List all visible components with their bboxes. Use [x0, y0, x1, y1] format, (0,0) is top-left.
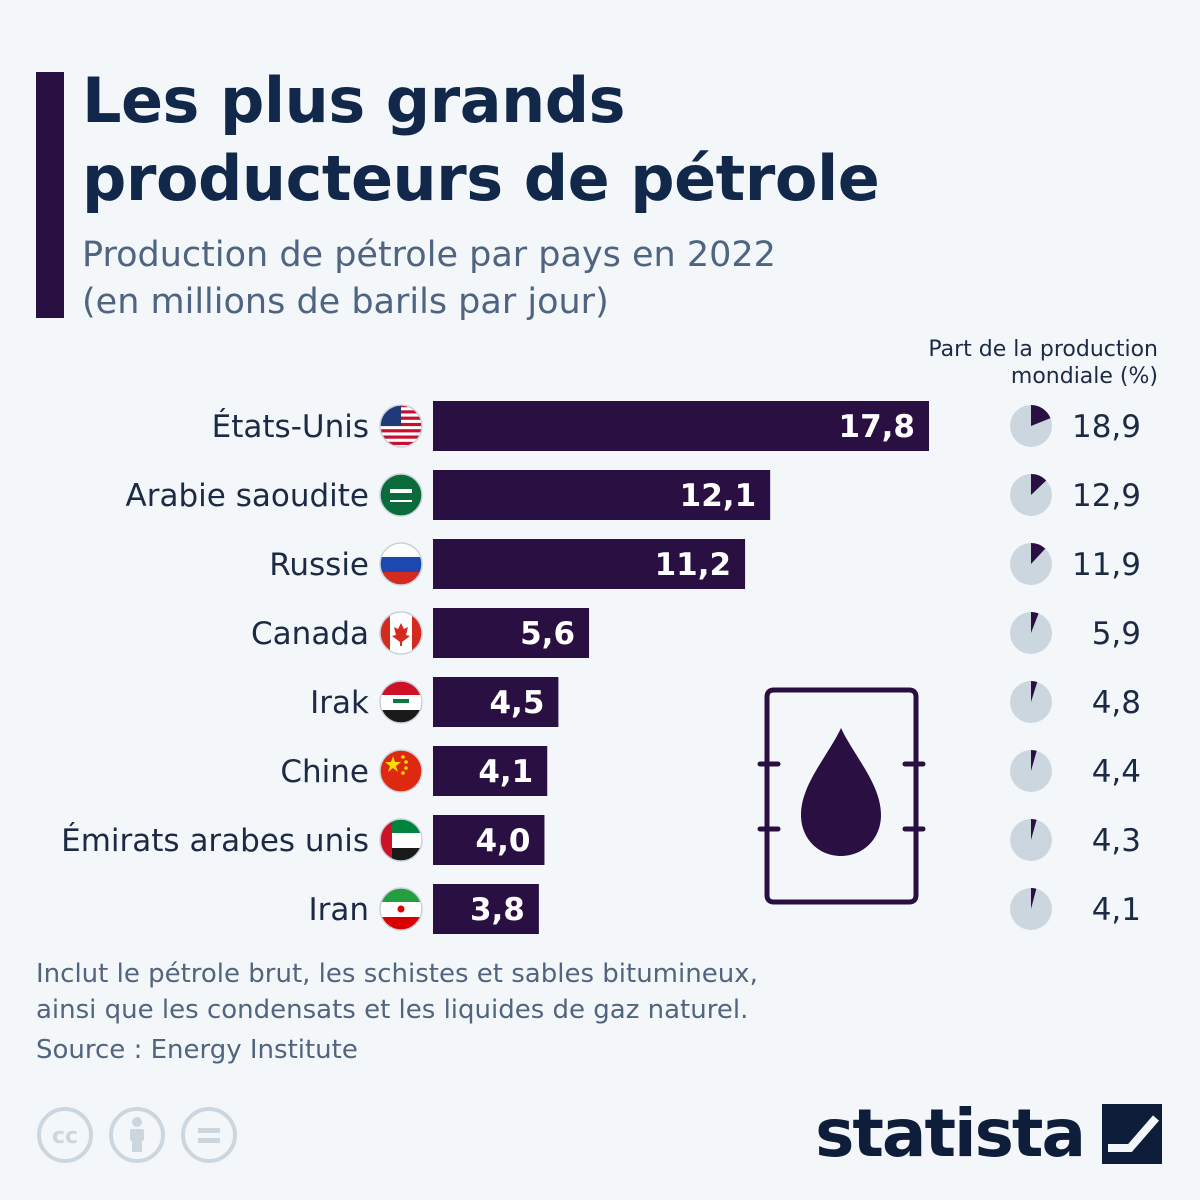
bar-value-label: 3,8 — [470, 892, 525, 928]
footnote: Inclut le pétrole brut, les schistes et … — [36, 956, 758, 1028]
chart-subtitle: Production de pétrole par pays en 2022 (… — [82, 232, 776, 326]
bar-chart: États-Unis 17,8 18,9 Arabie saoudite 12,1 12,… — [61, 401, 1141, 934]
bar — [433, 746, 548, 796]
share-pie-slice — [1031, 819, 1037, 840]
flag-border — [379, 887, 423, 931]
bar-value-label: 11,2 — [655, 547, 732, 583]
flag-russia-icon — [380, 543, 422, 585]
category-label: Russie — [269, 547, 369, 583]
flag-border — [379, 818, 423, 862]
share-pie-slice — [1031, 681, 1038, 702]
flag-border — [379, 749, 423, 793]
bar — [433, 815, 545, 865]
share-value-label: 12,9 — [1072, 478, 1141, 514]
attribution-icon[interactable] — [108, 1106, 166, 1164]
share-value-label: 11,9 — [1072, 547, 1141, 583]
svg-text:cc: cc — [52, 1124, 78, 1149]
share-value-label: 4,4 — [1092, 754, 1141, 790]
statista-logo[interactable]: statista — [815, 1098, 1162, 1170]
share-header-line-1: Part de la production — [928, 337, 1158, 362]
chart-title: Les plus grands producteurs de pétrole — [82, 62, 880, 218]
flag-us-icon — [380, 405, 422, 447]
chart-title-line-2: producteurs de pétrole — [82, 142, 880, 215]
bar-value-label: 4,5 — [489, 685, 544, 721]
chart-subtitle-line-1: Production de pétrole par pays en 2022 — [82, 235, 776, 275]
no-derivatives-icon[interactable] — [180, 1106, 238, 1164]
statista-mark-icon — [1102, 1104, 1162, 1164]
share-pie-slice — [1031, 543, 1046, 564]
category-label: Arabie saoudite — [126, 478, 369, 514]
bar-value-label: 4,0 — [476, 823, 531, 859]
category-label: Iran — [308, 892, 369, 928]
title-accent-bar — [36, 72, 64, 318]
flag-saudi-arabia-icon — [380, 474, 422, 516]
share-value-label: 5,9 — [1092, 616, 1141, 652]
footnote-line-2: ainsi que les condensats et les liquides… — [36, 995, 749, 1025]
chart-subtitle-line-2: (en millions de barils par jour) — [82, 282, 609, 322]
category-label: Chine — [280, 754, 369, 790]
bar — [433, 539, 746, 589]
bar — [433, 884, 539, 934]
share-pie-slice — [1031, 750, 1037, 771]
share-value-label: 4,1 — [1092, 892, 1141, 928]
oil-barrel-icon — [757, 687, 926, 905]
flag-border — [379, 680, 423, 724]
share-value-label: 4,3 — [1092, 823, 1141, 859]
brand-name: statista — [815, 1095, 1086, 1172]
share-header-line-2: mondiale (%) — [1010, 364, 1158, 389]
bar — [433, 677, 559, 727]
share-value-label: 4,8 — [1092, 685, 1141, 721]
flag-border — [379, 473, 423, 517]
share-column-header: Part de la production mondiale (%) — [928, 336, 1158, 390]
share-value-label: 18,9 — [1072, 409, 1141, 445]
chart-title-line-1: Les plus grands — [82, 64, 626, 137]
flag-china-icon — [380, 750, 422, 792]
category-label: Émirats arabes unis — [61, 823, 369, 859]
flag-canada-icon — [380, 612, 422, 654]
cc-icon[interactable]: cc — [36, 1106, 94, 1164]
flag-border — [379, 542, 423, 586]
footnote-line-1: Inclut le pétrole brut, les schistes et … — [36, 959, 758, 989]
share-pie-slice — [1031, 888, 1037, 909]
source-text: Source : Energy Institute — [36, 1035, 358, 1065]
bar — [433, 608, 590, 658]
category-label: Canada — [251, 616, 369, 652]
bar-value-label: 5,6 — [520, 616, 575, 652]
share-pie-slice — [1031, 405, 1051, 426]
bar — [433, 401, 929, 451]
share-pie-slice — [1031, 474, 1047, 495]
share-pie-slice — [1031, 612, 1039, 633]
bar-value-label: 17,8 — [839, 409, 916, 445]
flag-border — [379, 404, 423, 448]
bar-value-label: 4,1 — [478, 754, 533, 790]
category-label: Irak — [310, 685, 369, 721]
category-label: États-Unis — [212, 409, 369, 445]
bar — [433, 470, 771, 520]
flag-border — [379, 611, 423, 655]
bar-value-label: 12,1 — [680, 478, 757, 514]
